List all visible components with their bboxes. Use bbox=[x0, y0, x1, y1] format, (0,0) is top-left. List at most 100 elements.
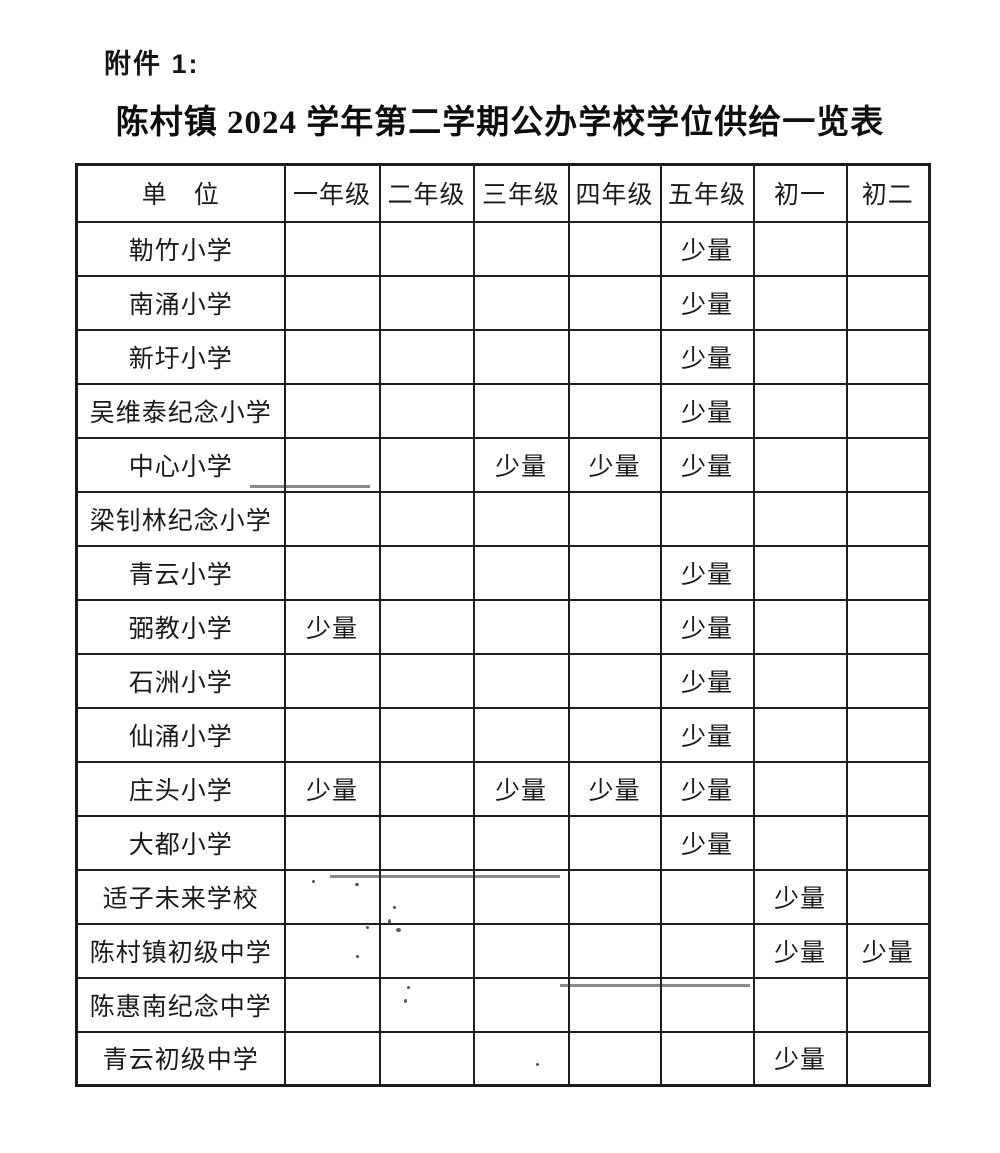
grade-supply-cell bbox=[567, 328, 662, 385]
grade-supply-cell: 少量 bbox=[752, 868, 848, 925]
grade-supply-cell bbox=[659, 1030, 755, 1087]
grade-supply-cell bbox=[845, 976, 931, 1033]
scan-speck bbox=[536, 1063, 539, 1066]
grade-supply-cell bbox=[845, 436, 931, 493]
grade-supply-cell bbox=[283, 490, 381, 547]
grade-supply-cell bbox=[378, 382, 475, 439]
grade-supply-cell: 少量 bbox=[659, 652, 755, 709]
grade-supply-cell bbox=[378, 922, 475, 979]
grade-supply-cell bbox=[283, 814, 381, 871]
school-name-cell: 陈村镇初级中学 bbox=[75, 922, 286, 979]
school-name-cell: 梁钊林纪念小学 bbox=[75, 490, 286, 547]
grade-supply-cell bbox=[378, 220, 475, 277]
grade-supply-cell bbox=[283, 976, 381, 1033]
grade-supply-cell bbox=[845, 1030, 931, 1087]
grade-supply-cell: 少量 bbox=[659, 706, 755, 763]
grade-supply-cell: 少量 bbox=[567, 760, 662, 817]
grade-supply-cell bbox=[472, 706, 570, 763]
table-row: 青云初级中学 少量 bbox=[75, 1030, 931, 1087]
grade-supply-cell: 少量 bbox=[659, 274, 755, 331]
grade-supply-cell bbox=[378, 760, 475, 817]
grade-supply-cell bbox=[752, 490, 848, 547]
grade-supply-cell bbox=[567, 814, 662, 871]
table-row: 石洲小学 少量 bbox=[75, 652, 931, 709]
grade-supply-cell bbox=[567, 274, 662, 331]
grade-supply-cell: 少量 bbox=[567, 436, 662, 493]
grade-supply-cell bbox=[378, 274, 475, 331]
grade-supply-cell bbox=[567, 490, 662, 547]
grade-supply-cell bbox=[283, 220, 381, 277]
grade-supply-cell bbox=[472, 274, 570, 331]
grade-supply-cell: 少量 bbox=[659, 328, 755, 385]
grade-supply-cell bbox=[752, 220, 848, 277]
grade-supply-cell bbox=[659, 868, 755, 925]
grade-supply-cell: 少量 bbox=[752, 922, 848, 979]
grade-supply-cell bbox=[845, 760, 931, 817]
col-header-grade: 三年级 bbox=[472, 163, 570, 223]
grade-supply-cell bbox=[752, 652, 848, 709]
table-row: 吴维泰纪念小学 少量 bbox=[75, 382, 931, 439]
scan-speck bbox=[393, 906, 396, 909]
grade-supply-cell bbox=[567, 220, 662, 277]
col-header-grade: 初一 bbox=[752, 163, 848, 223]
grade-supply-cell bbox=[659, 922, 755, 979]
school-name-cell: 石洲小学 bbox=[75, 652, 286, 709]
grade-supply-cell bbox=[472, 922, 570, 979]
grade-supply-cell bbox=[845, 598, 931, 655]
school-name-cell: 吴维泰纪念小学 bbox=[75, 382, 286, 439]
grade-supply-cell bbox=[378, 598, 475, 655]
grade-supply-cell bbox=[567, 544, 662, 601]
grade-supply-cell bbox=[378, 706, 475, 763]
table-body: 勒竹小学 少量 南涌小学 少量 新圩小学 少量 吴维泰纪念小学 少量 中心小学 少量 少量 少量 梁钊林… bbox=[75, 220, 931, 1087]
table-row: 勒竹小学 少量 bbox=[75, 220, 931, 277]
grade-supply-cell bbox=[845, 328, 931, 385]
school-name-cell: 青云小学 bbox=[75, 544, 286, 601]
grade-supply-cell bbox=[845, 220, 931, 277]
school-name-cell: 陈惠南纪念中学 bbox=[75, 976, 286, 1033]
grade-supply-cell bbox=[472, 814, 570, 871]
grade-supply-cell bbox=[472, 382, 570, 439]
grade-supply-cell bbox=[472, 1030, 570, 1087]
table-row: 仙涌小学 少量 bbox=[75, 706, 931, 763]
table-row: 新圩小学 少量 bbox=[75, 328, 931, 385]
table-row: 南涌小学 少量 bbox=[75, 274, 931, 331]
scan-speck bbox=[366, 926, 369, 929]
scan-smudge bbox=[560, 984, 750, 987]
scan-speck bbox=[396, 928, 401, 932]
grade-supply-cell bbox=[378, 814, 475, 871]
grade-supply-cell bbox=[472, 328, 570, 385]
school-name-cell: 勒竹小学 bbox=[75, 220, 286, 277]
grade-supply-cell: 少量 bbox=[472, 436, 570, 493]
grade-supply-cell bbox=[472, 220, 570, 277]
grade-supply-cell bbox=[567, 922, 662, 979]
grade-supply-cell bbox=[567, 868, 662, 925]
grade-supply-cell bbox=[283, 1030, 381, 1087]
scan-speck bbox=[355, 883, 359, 886]
grade-supply-cell bbox=[472, 652, 570, 709]
grade-supply-cell: 少量 bbox=[659, 598, 755, 655]
table-row: 青云小学 少量 bbox=[75, 544, 931, 601]
grade-supply-cell bbox=[752, 274, 848, 331]
grade-supply-cell bbox=[378, 544, 475, 601]
grade-supply-cell: 少量 bbox=[659, 220, 755, 277]
grade-supply-cell bbox=[283, 328, 381, 385]
school-name-cell: 大都小学 bbox=[75, 814, 286, 871]
grade-supply-cell bbox=[752, 976, 848, 1033]
table-header: 单 位一年级 二年级 三年级 四年级 五年级 初一 初二 bbox=[75, 163, 931, 223]
grade-supply-cell bbox=[845, 652, 931, 709]
grade-supply-cell bbox=[659, 490, 755, 547]
table-row: 弼教小学 少量 少量 bbox=[75, 598, 931, 655]
grade-supply-cell bbox=[752, 760, 848, 817]
col-header-grade: 四年级 bbox=[567, 163, 662, 223]
grade-supply-cell bbox=[378, 328, 475, 385]
grade-supply-cell: 少量 bbox=[752, 1030, 848, 1087]
scan-smudge bbox=[330, 875, 560, 878]
table-row: 适子未来学校 少量 bbox=[75, 868, 931, 925]
school-name-cell: 南涌小学 bbox=[75, 274, 286, 331]
grade-supply-cell: 少量 bbox=[659, 814, 755, 871]
grade-supply-cell bbox=[378, 490, 475, 547]
grade-supply-cell bbox=[752, 598, 848, 655]
grade-supply-cell bbox=[845, 814, 931, 871]
grade-supply-cell bbox=[567, 652, 662, 709]
scan-speck bbox=[312, 880, 315, 883]
